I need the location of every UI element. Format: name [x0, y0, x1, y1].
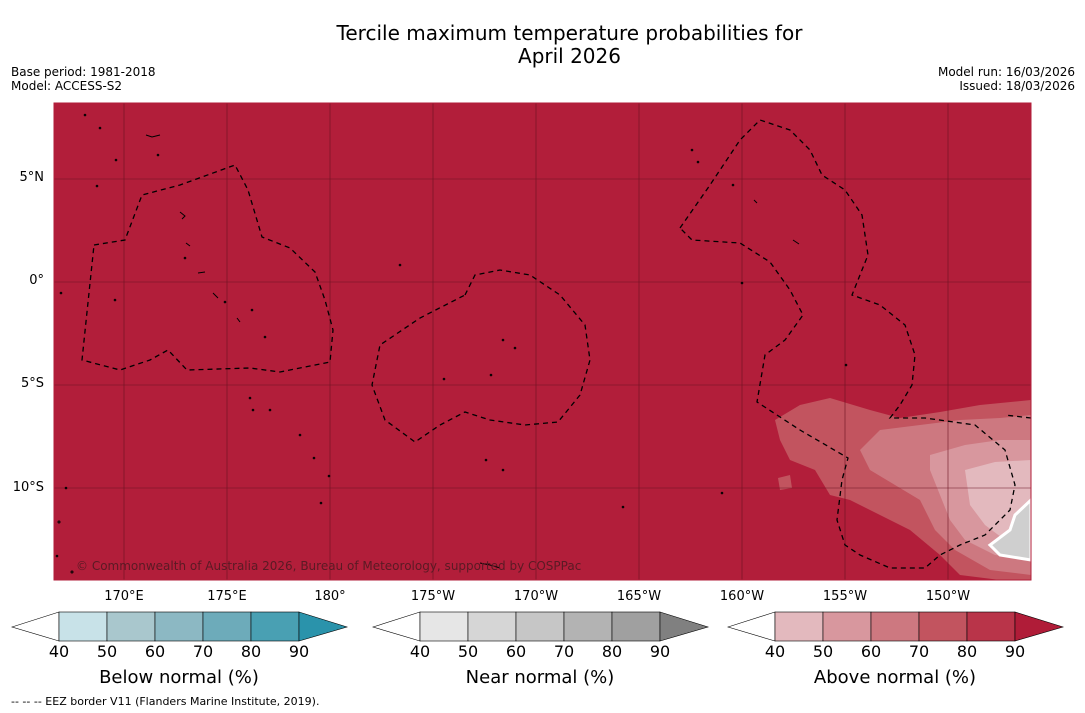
- lon-label-155w: 155°W: [822, 589, 868, 604]
- map-title: Tercile maximum temperature probabilitie…: [0, 22, 1085, 68]
- above-swatch-40: [774, 611, 824, 642]
- probability-shading: [775, 398, 1031, 580]
- below-swatch-under: [10, 611, 60, 642]
- near-tick-80: 80: [601, 642, 623, 661]
- eez-footnote: -- -- -- EEZ border V11 (Flanders Marine…: [11, 695, 320, 708]
- below-normal-title: Below normal (%): [99, 667, 259, 688]
- below-swatch-over: [298, 611, 349, 642]
- lon-label-170e: 170°E: [104, 589, 144, 604]
- near-tick-40: 40: [409, 642, 431, 661]
- lat-label-10s: 10°S: [12, 480, 44, 495]
- below-swatch-70: [202, 611, 252, 642]
- above-normal-title: Above normal (%): [813, 667, 977, 688]
- near-swatch-60: [515, 611, 565, 642]
- near-normal-patch: [987, 497, 1031, 562]
- graticule: [54, 103, 1031, 580]
- below-swatch-40: [58, 611, 108, 642]
- above-swatch-80: [966, 611, 1016, 642]
- shade-60-b: [778, 475, 792, 490]
- near-tick-70: 70: [553, 642, 575, 661]
- above-tick-40: 40: [764, 642, 786, 661]
- colorbar-near-normal: [371, 611, 710, 642]
- model-name: Model: ACCESS-S2: [11, 79, 123, 93]
- below-tick-90: 90: [288, 642, 310, 661]
- meta-right: Model run: 16/03/2026 Issued: 18/03/2026: [938, 65, 1075, 93]
- below-swatch-60: [154, 611, 204, 642]
- eez-kiribati-line: [679, 119, 1016, 569]
- colorbar-below-normal: [10, 611, 349, 642]
- meta-left: Base period: 1981-2018 Model: ACCESS-S2: [11, 65, 156, 93]
- lat-label-5s: 5°S: [20, 376, 44, 391]
- lon-label-180: 180°: [314, 589, 346, 604]
- above-swatch-50: [822, 611, 872, 642]
- lon-label-170w: 170°W: [513, 589, 559, 604]
- lat-label-0: 0°: [29, 273, 44, 288]
- title-line-1: Tercile maximum temperature probabilitie…: [336, 21, 803, 45]
- near-swatch-under: [371, 611, 421, 642]
- lon-label-160w: 160°W: [719, 589, 765, 604]
- below-tick-40: 40: [48, 642, 70, 661]
- above-swatch-60: [870, 611, 920, 642]
- lon-label-150w: 150°W: [925, 589, 971, 604]
- map-frame: [53, 102, 1032, 581]
- above-tick-90: 90: [1004, 642, 1026, 661]
- lon-label-175e: 175°E: [207, 589, 247, 604]
- above-tick-70: 70: [908, 642, 930, 661]
- above-swatch-70: [918, 611, 968, 642]
- near-swatch-80: [611, 611, 661, 642]
- below-tick-70: 70: [192, 642, 214, 661]
- above-swatch-under: [726, 611, 776, 642]
- near-swatch-40: [419, 611, 469, 642]
- eez-kiribati-gilbert: [81, 164, 334, 373]
- issued-date: Issued: 18/03/2026: [959, 79, 1075, 93]
- above-tick-80: 80: [956, 642, 978, 661]
- above-tick-60: 60: [860, 642, 882, 661]
- copyright-notice: © Commonwealth of Australia 2026, Bureau…: [76, 559, 582, 573]
- near-swatch-50: [467, 611, 517, 642]
- above-tick-50: 50: [812, 642, 834, 661]
- base-period: Base period: 1981-2018: [11, 65, 156, 79]
- eez-cook-boundary: [1004, 414, 1031, 419]
- near-swatch-over: [659, 611, 710, 642]
- near-normal-title: Near normal (%): [465, 667, 615, 688]
- near-tick-50: 50: [457, 642, 479, 661]
- below-tick-60: 60: [144, 642, 166, 661]
- island-outlines: [55, 113, 848, 574]
- lat-label-5n: 5°N: [19, 170, 45, 185]
- eez-borders: [81, 119, 1031, 569]
- near-tick-60: 60: [505, 642, 527, 661]
- title-line-2: April 2026: [518, 44, 621, 68]
- eez-kiribati-phoenix: [371, 269, 591, 443]
- below-swatch-80: [250, 611, 300, 642]
- model-run: Model run: 16/03/2026: [937, 65, 1075, 79]
- below-swatch-50: [106, 611, 156, 642]
- lon-label-175w: 175°W: [410, 589, 456, 604]
- below-tick-80: 80: [240, 642, 262, 661]
- near-tick-90: 90: [649, 642, 671, 661]
- above-swatch-over: [1014, 611, 1065, 642]
- near-swatch-70: [563, 611, 613, 642]
- colorbar-above-normal: [726, 611, 1065, 642]
- below-tick-50: 50: [96, 642, 118, 661]
- lon-label-165w: 165°W: [616, 589, 662, 604]
